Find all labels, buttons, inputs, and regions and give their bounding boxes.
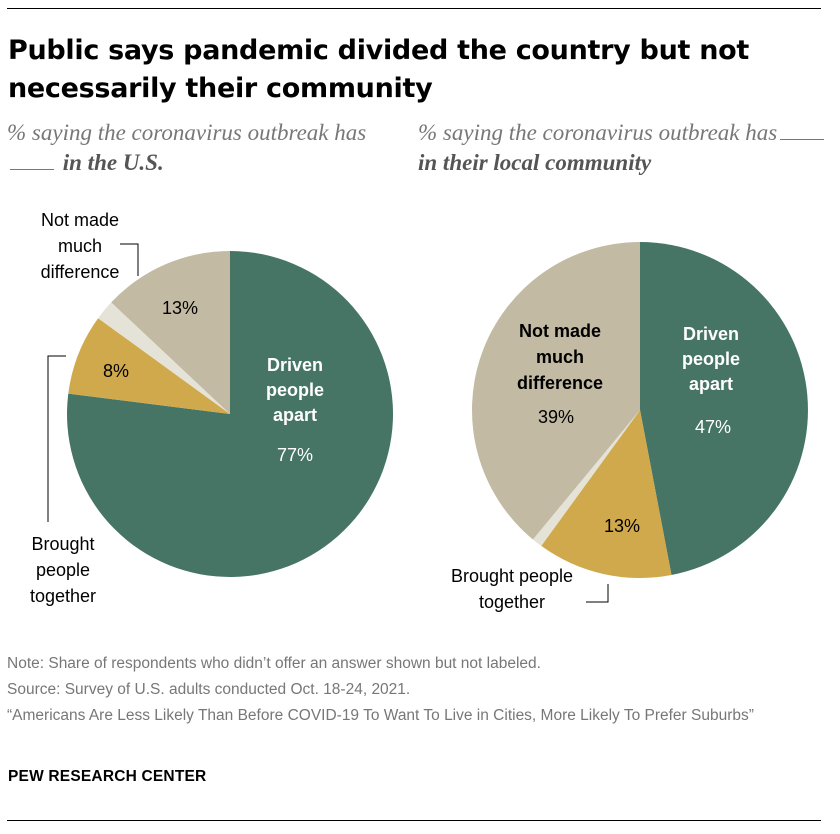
us-no-answer-slice bbox=[98, 302, 230, 414]
us-driven-line3: apart bbox=[273, 405, 317, 425]
us-driven-line1: Driven bbox=[267, 355, 323, 375]
local-driven-label: Driven people apart bbox=[682, 324, 740, 394]
us-driven-slice bbox=[67, 251, 394, 577]
us-brought-line1: Brought bbox=[31, 534, 94, 554]
us-brought-line3: together bbox=[30, 586, 96, 606]
note-text: Note: Share of respondents who didn’t of… bbox=[7, 655, 541, 672]
us-not-made-line1: Not made bbox=[41, 210, 119, 230]
us-brought-leader bbox=[47, 355, 66, 522]
local-brought-line2: together bbox=[479, 592, 545, 612]
pie-local bbox=[471, 242, 808, 578]
us-driven-line2: people bbox=[266, 380, 324, 400]
us-brought-line2: people bbox=[36, 560, 90, 580]
local-no-answer-slice bbox=[532, 410, 640, 546]
local-not-made-value: 39% bbox=[538, 407, 574, 427]
left-subtitle-blank bbox=[10, 149, 54, 170]
local-driven-slice bbox=[640, 242, 808, 576]
us-driven-label: Driven people apart bbox=[266, 355, 324, 425]
local-not-made-line2: much bbox=[536, 347, 584, 367]
local-driven-line3: apart bbox=[689, 374, 733, 394]
local-brought-leader bbox=[586, 584, 609, 603]
local-brought-label: Brought people together bbox=[451, 566, 573, 612]
top-rule bbox=[7, 8, 821, 9]
local-brought-value: 13% bbox=[604, 516, 640, 536]
us-brought-label: Brought people together bbox=[30, 534, 96, 606]
local-not-made-line3: difference bbox=[517, 373, 603, 393]
left-subtitle: % saying the coronavirus outbreak has in… bbox=[7, 118, 407, 178]
left-subtitle-prefix: % saying the coronavirus outbreak has bbox=[7, 120, 367, 145]
local-not-made-line1: Not made bbox=[519, 321, 601, 341]
local-not-made-label: Not made much difference bbox=[517, 321, 603, 393]
chart-title: Public says pandemic divided the country… bbox=[8, 35, 749, 104]
right-subtitle-blank bbox=[780, 119, 825, 140]
us-not-made-value: 13% bbox=[162, 298, 198, 318]
us-driven-value: 77% bbox=[277, 445, 313, 465]
bottom-rule bbox=[7, 820, 821, 821]
us-not-made-line2: much bbox=[58, 236, 102, 256]
local-brought-slice bbox=[541, 410, 672, 578]
pew-logo-text: PEW RESEARCH CENTER bbox=[8, 768, 207, 785]
local-not-made-slice bbox=[471, 242, 640, 540]
us-not-made-label: Not made much difference bbox=[41, 210, 120, 282]
report-title-text: “Americans Are Less Likely Than Before C… bbox=[7, 707, 754, 724]
local-driven-value: 47% bbox=[695, 417, 731, 437]
local-driven-line2: people bbox=[682, 349, 740, 369]
us-not-made-line3: difference bbox=[41, 262, 120, 282]
pie-us bbox=[67, 251, 394, 577]
us-not-made-leader bbox=[120, 243, 139, 276]
local-brought-line1: Brought people bbox=[451, 566, 573, 586]
source-text: Source: Survey of U.S. adults conducted … bbox=[7, 681, 411, 698]
right-subtitle: % saying the coronavirus outbreak has in… bbox=[418, 118, 838, 178]
us-brought-slice bbox=[68, 318, 230, 414]
right-subtitle-prefix: % saying the coronavirus outbreak has bbox=[418, 120, 778, 145]
us-not-made-slice bbox=[111, 251, 230, 414]
left-subtitle-emphasis: in the U.S. bbox=[62, 150, 164, 175]
right-subtitle-emphasis: in their local community bbox=[418, 150, 652, 175]
us-brought-value: 8% bbox=[103, 361, 129, 381]
local-driven-line1: Driven bbox=[683, 324, 739, 344]
